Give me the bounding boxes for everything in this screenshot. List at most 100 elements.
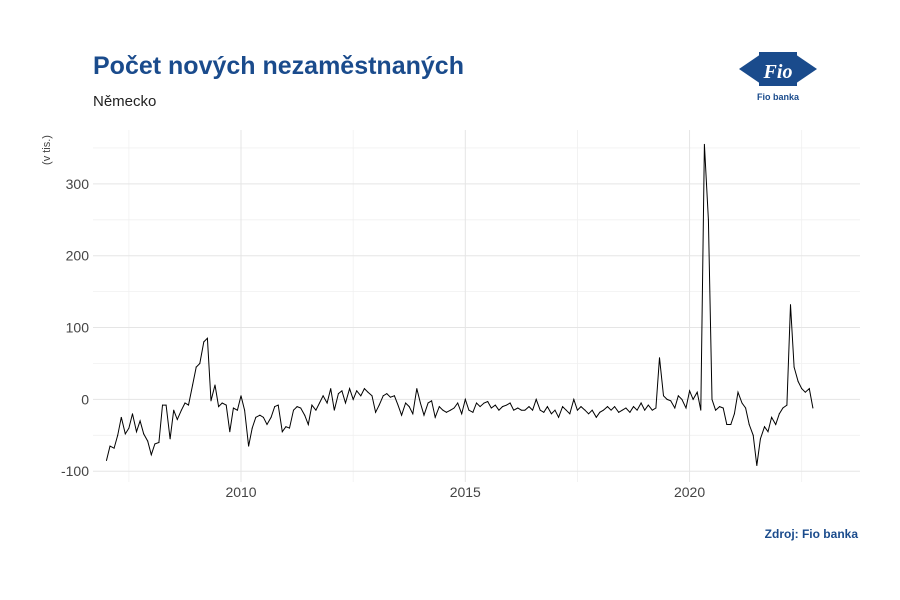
data-point — [606, 406, 608, 408]
data-point — [438, 406, 440, 408]
data-point — [468, 409, 470, 411]
data-point — [737, 391, 739, 393]
data-point — [520, 409, 522, 411]
data-point — [352, 398, 354, 400]
data-point — [670, 400, 672, 402]
data-point — [700, 409, 702, 411]
data-point — [464, 398, 466, 400]
data-point — [445, 411, 447, 413]
data-point — [154, 443, 156, 445]
data-point — [281, 431, 283, 433]
data-point — [311, 404, 313, 406]
data-point — [337, 393, 339, 395]
data-point — [124, 433, 126, 435]
data-point — [614, 406, 616, 408]
data-point — [490, 407, 492, 409]
data-point — [786, 404, 788, 406]
data-point — [262, 416, 264, 418]
y-tick-label: 100 — [66, 320, 90, 336]
data-point — [195, 366, 197, 368]
data-point — [296, 406, 298, 408]
data-point — [591, 409, 593, 411]
data-point — [535, 398, 537, 400]
data-point — [165, 404, 167, 406]
data-point — [363, 388, 365, 390]
data-point — [681, 398, 683, 400]
data-point — [640, 402, 642, 404]
data-point — [726, 424, 728, 426]
data-point — [431, 400, 433, 402]
data-point — [449, 409, 451, 411]
data-point — [412, 413, 414, 415]
data-point — [666, 398, 668, 400]
major-gridlines — [93, 130, 860, 482]
data-point — [696, 391, 698, 393]
data-point — [345, 402, 347, 404]
logo-name: Fio — [763, 61, 793, 83]
data-point — [128, 427, 130, 429]
data-point — [255, 416, 257, 418]
data-point — [715, 409, 717, 411]
logo-box — [759, 52, 797, 86]
data-point — [707, 219, 709, 221]
data-point — [674, 407, 676, 409]
data-point — [733, 413, 735, 415]
data-point — [277, 404, 279, 406]
x-tick-label: 2020 — [674, 484, 705, 500]
minor-gridlines — [93, 130, 860, 482]
data-point — [808, 388, 810, 390]
data-point — [778, 413, 780, 415]
data-point — [386, 393, 388, 395]
data-point — [767, 431, 769, 433]
data-point — [647, 404, 649, 406]
data-point — [176, 419, 178, 421]
data-point — [229, 431, 231, 433]
data-point — [427, 402, 429, 404]
series-line — [106, 144, 814, 466]
data-point — [543, 411, 545, 413]
data-point — [333, 409, 335, 411]
x-tick-labels: 2010 2015 2020 — [225, 484, 705, 500]
data-point — [730, 424, 732, 426]
data-point — [131, 413, 133, 415]
data-point — [315, 409, 317, 411]
data-point — [180, 409, 182, 411]
data-point — [565, 409, 567, 411]
data-point — [326, 402, 328, 404]
data-point — [498, 409, 500, 411]
data-point — [745, 407, 747, 409]
fio-logo: Fio Fio banka — [739, 48, 817, 104]
data-point — [576, 409, 578, 411]
data-point — [569, 413, 571, 415]
data-point — [240, 395, 242, 397]
data-point — [775, 424, 777, 426]
data-point — [423, 414, 425, 416]
data-point — [203, 341, 205, 343]
data-point — [117, 434, 119, 436]
data-point — [214, 384, 216, 386]
chart-title: Počet nových nezaměstnaných — [93, 52, 464, 80]
data-point — [109, 445, 111, 447]
data-points — [105, 143, 814, 466]
data-point — [472, 411, 474, 413]
data-point — [558, 416, 560, 418]
data-point — [401, 414, 403, 416]
data-point — [319, 402, 321, 404]
data-point — [188, 404, 190, 406]
data-point — [546, 406, 548, 408]
data-point — [494, 404, 496, 406]
data-point — [554, 409, 556, 411]
data-point — [221, 402, 223, 404]
data-point — [625, 407, 627, 409]
data-point — [225, 404, 227, 406]
data-point — [270, 416, 272, 418]
data-point — [752, 434, 754, 436]
data-point — [789, 304, 791, 306]
data-point — [524, 409, 526, 411]
logo-arrow-right — [792, 52, 817, 86]
data-point — [105, 459, 107, 461]
data-point — [532, 409, 534, 411]
data-point — [330, 388, 332, 390]
y-tick-label: 300 — [66, 176, 90, 192]
data-point — [719, 406, 721, 408]
